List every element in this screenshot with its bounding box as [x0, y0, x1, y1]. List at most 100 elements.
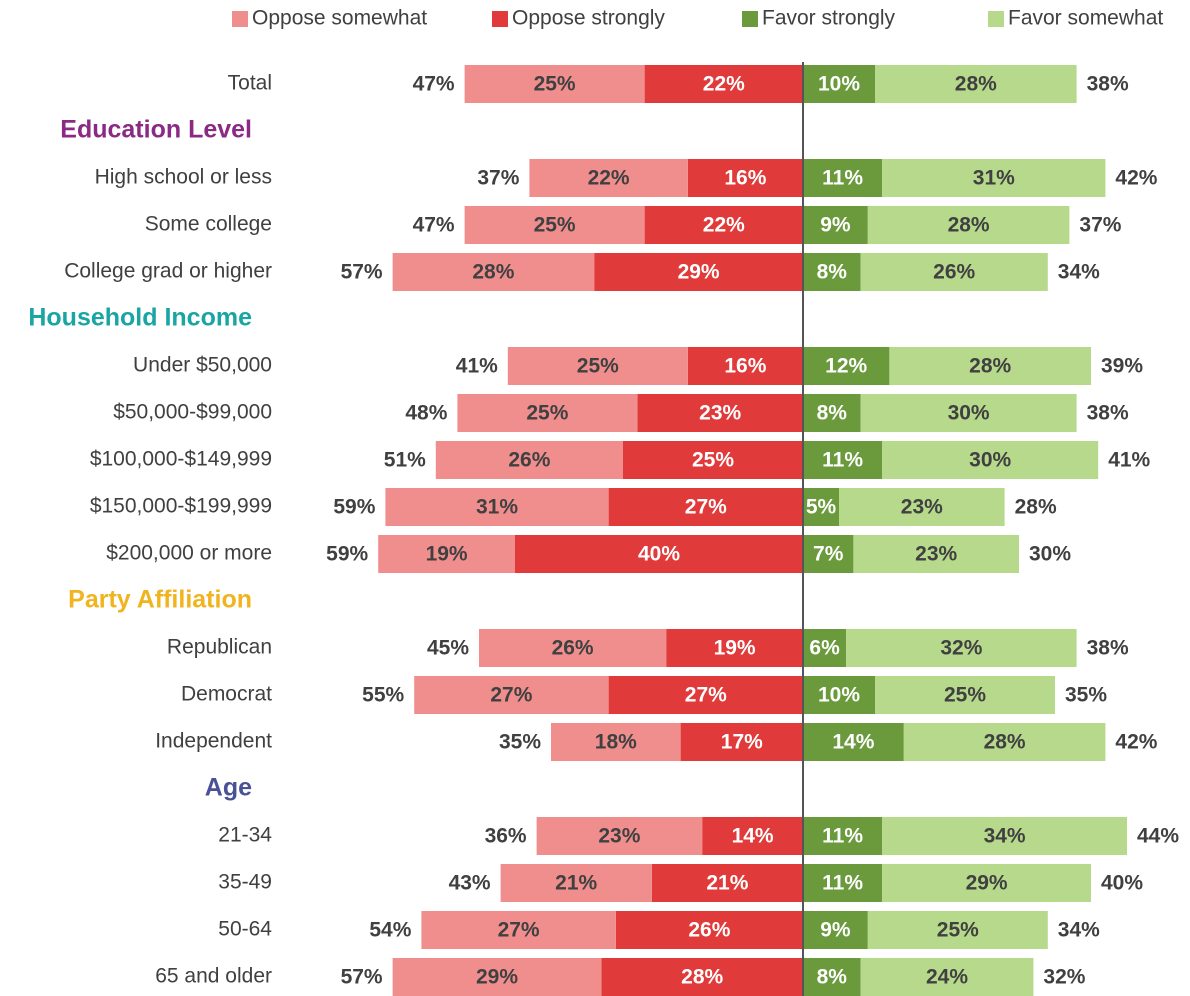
bar-label: 12%	[825, 355, 867, 378]
bar-label: 22%	[588, 167, 630, 190]
bar-label: 22%	[703, 73, 745, 96]
bar-label: 18%	[595, 731, 637, 754]
category-label: $100,000-$149,999	[90, 448, 272, 471]
section-header: Age	[205, 774, 252, 802]
bar-label: 25%	[534, 214, 576, 237]
bar-segment	[551, 723, 681, 761]
section-header: Education Level	[60, 116, 252, 144]
total-label: 42%	[1115, 167, 1157, 190]
bar-segment	[601, 958, 803, 996]
total-label: 59%	[326, 543, 368, 566]
total-label: 38%	[1087, 73, 1129, 96]
bar-label: 23%	[901, 496, 943, 519]
total-label: 57%	[341, 966, 383, 989]
bar-segment	[378, 535, 515, 573]
bar-label: 28%	[948, 214, 990, 237]
total-label: 59%	[333, 496, 375, 519]
bar-label: 8%	[817, 261, 848, 284]
bar-segment	[803, 441, 883, 479]
bar-segment	[414, 676, 609, 714]
total-label: 54%	[369, 919, 411, 942]
bar-label: 27%	[685, 684, 727, 707]
bar-segment	[803, 65, 875, 103]
bar-segment	[500, 864, 652, 902]
bar-segment	[536, 817, 703, 855]
bar-label: 29%	[476, 966, 518, 989]
bar-segment	[875, 65, 1077, 103]
category-label: 65 and older	[155, 965, 272, 988]
bar-segment	[515, 535, 803, 573]
bar-label: 10%	[818, 684, 860, 707]
bar-segment	[385, 488, 609, 526]
bar-segment	[687, 159, 803, 197]
bar-label: 30%	[948, 402, 990, 425]
bar-segment	[623, 441, 803, 479]
bar-segment	[867, 206, 1070, 244]
legend-swatch	[492, 11, 508, 27]
total-label: 34%	[1058, 261, 1100, 284]
bar-segment	[853, 535, 1019, 573]
category-label: 21-34	[218, 824, 272, 847]
bar-segment	[803, 347, 890, 385]
bar-label: 31%	[973, 167, 1015, 190]
bar-segment	[507, 347, 688, 385]
bar-label: 23%	[915, 543, 957, 566]
total-label: 28%	[1015, 496, 1057, 519]
bar-label: 40%	[638, 543, 680, 566]
bar-label: 6%	[809, 637, 840, 660]
bar-label: 11%	[822, 449, 863, 472]
category-label: Republican	[167, 636, 272, 659]
bar-segment	[889, 347, 1091, 385]
bar-label: 8%	[817, 402, 848, 425]
bar-segment	[687, 347, 803, 385]
bar-label: 28%	[681, 966, 723, 989]
legend-swatch	[232, 11, 248, 27]
bar-segment	[457, 394, 638, 432]
total-label: 42%	[1115, 731, 1157, 754]
bar-segment	[803, 958, 861, 996]
bar-segment	[803, 864, 883, 902]
bar-label: 7%	[813, 543, 844, 566]
bar-segment	[529, 159, 688, 197]
total-label: 36%	[485, 825, 527, 848]
bar-segment	[882, 864, 1091, 902]
bar-segment	[860, 394, 1077, 432]
bar-label: 26%	[688, 919, 730, 942]
bar-segment	[803, 488, 839, 526]
bar-label: 27%	[498, 919, 540, 942]
category-label: $50,000-$99,000	[113, 401, 272, 424]
bar-label: 25%	[526, 402, 568, 425]
bar-label: 19%	[426, 543, 468, 566]
bar-label: 25%	[937, 919, 979, 942]
bar-segment	[803, 911, 868, 949]
category-label: Democrat	[181, 683, 272, 706]
bar-segment	[392, 958, 602, 996]
legend-label: Favor somewhat	[1008, 7, 1163, 30]
total-label: 37%	[1079, 214, 1121, 237]
category-label: High school or less	[95, 166, 272, 189]
category-label: Independent	[155, 730, 272, 753]
total-label: 43%	[449, 872, 491, 895]
bar-label: 21%	[555, 872, 597, 895]
bar-label: 19%	[714, 637, 756, 660]
bar-segment	[882, 817, 1127, 855]
section-header: Household Income	[28, 304, 252, 332]
bar-label: 11%	[822, 167, 863, 190]
bar-segment	[421, 911, 616, 949]
bar-label: 27%	[685, 496, 727, 519]
bar-label: 8%	[817, 966, 848, 989]
bar-segment	[860, 253, 1048, 291]
bar-segment	[803, 253, 861, 291]
bar-label: 23%	[598, 825, 640, 848]
bar-label: 29%	[678, 261, 720, 284]
bar-label: 27%	[490, 684, 532, 707]
total-label: 47%	[413, 73, 455, 96]
total-label: 41%	[1108, 449, 1150, 472]
total-label: 35%	[1065, 684, 1107, 707]
bar-segment	[479, 629, 667, 667]
bar-segment	[860, 958, 1034, 996]
legend-label: Favor strongly	[762, 7, 896, 30]
bar-segment	[803, 629, 847, 667]
bar-label: 28%	[955, 73, 997, 96]
bar-label: 29%	[966, 872, 1008, 895]
